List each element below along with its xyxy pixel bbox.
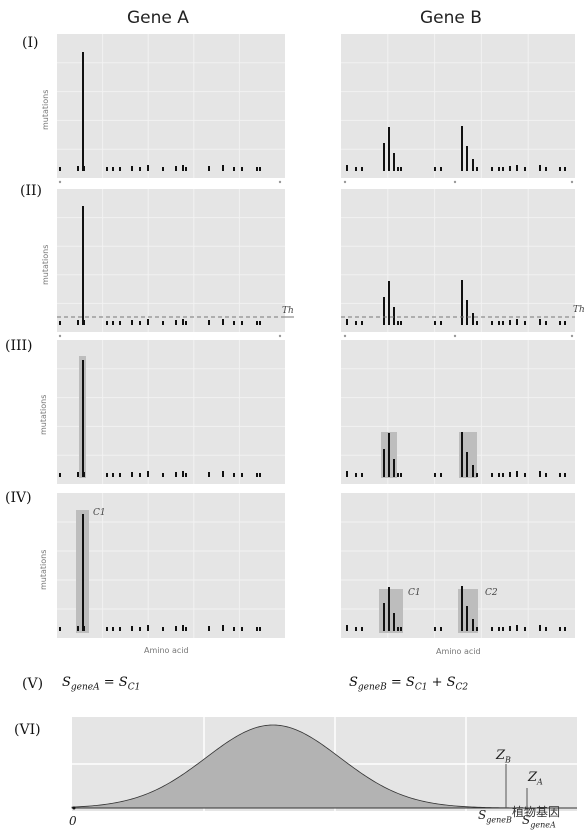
x-tick-dot [570, 180, 574, 184]
score-formula-gene-a: SgeneA = SC1 [62, 675, 141, 693]
gene-a-title: Gene A [127, 8, 189, 28]
threshold-label-gene-b: Th [573, 305, 585, 315]
cluster-highlight-b-c1 [379, 589, 403, 633]
y-axis-label-i: mutations [41, 89, 50, 130]
cluster-label-b-c1: C1 [408, 588, 421, 598]
gene-b-title: Gene B [420, 8, 482, 28]
cluster-label-a-c1: C1 [93, 508, 106, 518]
origin-dot [72, 806, 76, 810]
x-tick-dot [570, 334, 574, 338]
cluster-label-b-c2: C2 [485, 588, 498, 598]
density-curve [71, 724, 521, 809]
x-tick-dot [453, 180, 457, 184]
x-tick-dot [343, 334, 347, 338]
row-label-v: (V) [22, 676, 44, 692]
zb-label: ZB [496, 748, 511, 765]
distribution-zero-label: 0 [69, 814, 77, 828]
row-label-vi: (VI) [14, 722, 41, 738]
panel-background [57, 493, 285, 638]
y-axis-label-ii: mutations [41, 244, 50, 285]
x-axis-label-gene-a: Amino acid [144, 646, 189, 655]
row-label-iii: (III) [5, 338, 33, 354]
s-gene-a-label: SgeneA [522, 813, 556, 830]
x-axis-label-gene-b: Amino acid [436, 647, 481, 656]
panel-background [341, 189, 575, 332]
row-label-ii: (II) [20, 183, 42, 199]
panel-background [341, 340, 575, 484]
row-label-i: (I) [22, 35, 39, 51]
panel-background [57, 340, 285, 484]
y-axis-label-iv: mutations [39, 549, 48, 590]
za-label: ZA [528, 770, 543, 787]
watermark-text: 植物基因 [512, 805, 561, 819]
threshold-label-gene-a: Th [282, 306, 294, 316]
s-gene-b-label: SgeneB [478, 808, 512, 825]
x-tick-dot [58, 180, 62, 184]
row-label-iv: (IV) [5, 490, 32, 506]
panel-background [57, 34, 285, 178]
x-tick-dot [278, 334, 282, 338]
score-formula-gene-b: SgeneB = SC1 + SC2 [349, 675, 469, 693]
panel-background [57, 189, 285, 332]
x-tick-dot [453, 334, 457, 338]
x-tick-dot [278, 180, 282, 184]
x-tick-dot [343, 180, 347, 184]
x-tick-dot [58, 334, 62, 338]
y-axis-label-iii: mutations [39, 394, 48, 435]
panel-background [341, 34, 575, 178]
